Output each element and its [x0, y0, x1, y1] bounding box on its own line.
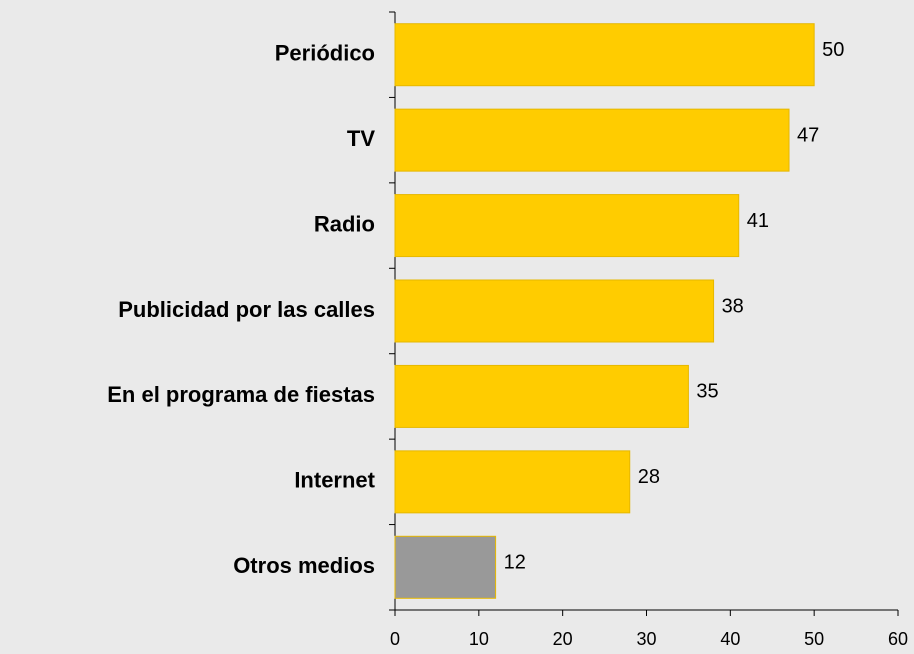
- x-tick-label: 0: [390, 629, 400, 649]
- value-label: 12: [504, 552, 526, 574]
- bar: [394, 450, 631, 514]
- x-tick-label: 50: [804, 629, 824, 649]
- x-tick-label: 60: [888, 629, 908, 649]
- y-tick-label: En el programa de fiestas: [107, 382, 375, 407]
- x-tick-label: 10: [469, 629, 489, 649]
- y-tick-label: Radio: [314, 211, 375, 236]
- value-label: 50: [822, 39, 844, 61]
- x-tick-label: 30: [636, 629, 656, 649]
- bar: [394, 194, 740, 258]
- x-tick-label: 20: [553, 629, 573, 649]
- x-tick-label: 40: [720, 629, 740, 649]
- value-label: 47: [797, 124, 819, 146]
- bar: [394, 364, 689, 428]
- y-tick-label: Internet: [294, 468, 375, 493]
- value-label: 38: [722, 295, 744, 317]
- y-tick-label: TV: [347, 126, 375, 151]
- y-tick-label: Otros medios: [233, 553, 375, 578]
- value-label: 35: [696, 381, 718, 403]
- y-tick-label: Publicidad por las calles: [118, 297, 375, 322]
- bar: [394, 279, 715, 343]
- bar: [394, 23, 815, 87]
- bar: [394, 535, 497, 599]
- bar: [394, 108, 790, 172]
- value-label: 41: [747, 210, 769, 232]
- value-label: 28: [638, 466, 660, 488]
- y-tick-label: Periódico: [275, 41, 375, 66]
